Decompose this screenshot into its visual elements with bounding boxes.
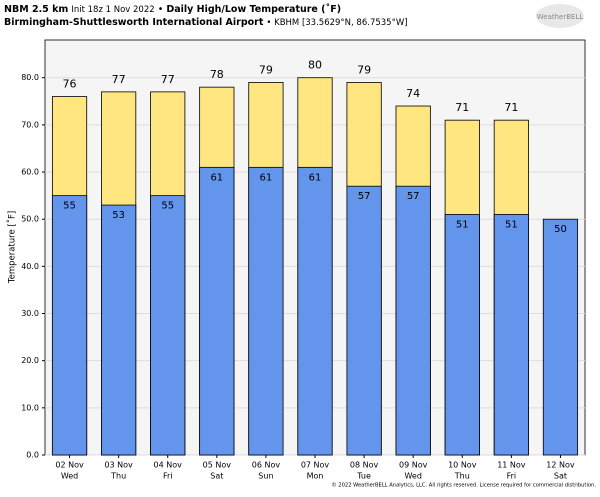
x-tick-weekday: Mon: [307, 472, 324, 481]
x-tick-weekday: Thu: [454, 472, 470, 481]
bar: [542, 218, 579, 456]
y-tick-label: 40.0: [21, 262, 39, 271]
x-tick-label: 07 Nov: [301, 461, 330, 470]
y-tick-label: 80.0: [21, 73, 39, 82]
value-label: 61: [260, 172, 273, 183]
value-label: 51: [456, 219, 469, 230]
station: • KBHM [33.5629°N, 86.7535°W]: [266, 18, 407, 28]
y-axis-label: Temperature [˚F]: [7, 211, 18, 284]
y-tick-label: 30.0: [21, 309, 39, 318]
x-tick-weekday: Wed: [61, 472, 78, 481]
x-tick-label: 12 Nov: [546, 461, 575, 470]
value-label: 77: [161, 73, 175, 86]
value-label: 80: [308, 59, 322, 72]
logo-mark: [536, 4, 584, 28]
value-label: 50: [554, 224, 567, 235]
value-label: 57: [358, 191, 371, 202]
bar: [199, 166, 235, 456]
value-label: 79: [259, 63, 273, 76]
bar: [346, 185, 382, 456]
separator: •: [158, 4, 164, 15]
x-tick-weekday: Sat: [554, 472, 567, 481]
bar: [493, 214, 529, 456]
bar: [51, 195, 88, 456]
x-tick-label: 11 Nov: [497, 461, 526, 470]
logo: WeatherBELL: [537, 13, 584, 21]
x-tick-label: 09 Nov: [399, 461, 428, 470]
value-label: 51: [505, 219, 518, 230]
init: Init 18z 1 Nov 2022: [71, 5, 154, 15]
value-label: 77: [112, 73, 126, 86]
x-tick-weekday: Thu: [110, 472, 126, 481]
x-tick-label: 04 Nov: [154, 461, 183, 470]
x-tick-label: 06 Nov: [252, 461, 281, 470]
y-tick-label: 10.0: [21, 403, 39, 412]
x-tick-weekday: Sun: [258, 472, 273, 481]
x-tick-label: 03 Nov: [104, 461, 133, 470]
bar: [248, 166, 284, 456]
value-label: 79: [357, 63, 371, 76]
y-tick-label: 0.0: [26, 451, 39, 460]
x-tick-label: 05 Nov: [203, 461, 232, 470]
bar: [297, 166, 333, 456]
value-label: 57: [407, 191, 420, 202]
value-label: 55: [161, 201, 174, 212]
y-tick-label: 70.0: [21, 120, 39, 129]
model: NBM 2.5 km: [4, 4, 68, 15]
value-label: 74: [406, 87, 420, 100]
x-tick-label: 10 Nov: [448, 461, 477, 470]
y-tick-label: 50.0: [21, 215, 39, 224]
x-tick-weekday: Wed: [404, 472, 421, 481]
value-label: 55: [63, 201, 76, 212]
value-label: 71: [504, 101, 518, 114]
x-tick-label: 02 Nov: [55, 461, 84, 470]
x-tick-weekday: Fri: [507, 472, 517, 481]
y-tick-label: 20.0: [21, 356, 39, 365]
x-tick-label: 08 Nov: [350, 461, 379, 470]
x-tick-weekday: Fri: [163, 472, 173, 481]
location: Birmingham-Shuttlesworth International A…: [4, 17, 264, 28]
bar: [444, 214, 480, 456]
bar: [101, 204, 137, 456]
value-label: 76: [63, 78, 77, 91]
chart-title: NBM 2.5 km Init 18z 1 Nov 2022 • Daily H…: [4, 4, 341, 15]
x-tick-weekday: Tue: [356, 472, 371, 481]
y-tick-label: 60.0: [21, 168, 39, 177]
chart-subtitle: Birmingham-Shuttlesworth International A…: [4, 17, 408, 28]
bar: [150, 195, 186, 456]
value-label: 53: [112, 210, 125, 221]
bar: [395, 185, 431, 456]
footer: © 2022 WeatherBELL Analytics, LLC. All r…: [331, 482, 596, 489]
value-label: 78: [210, 68, 224, 81]
product: Daily High/Low Temperature (˚F): [166, 4, 341, 15]
x-tick-weekday: Sat: [210, 472, 223, 481]
value-label: 71: [455, 101, 469, 114]
value-label: 61: [210, 172, 223, 183]
value-label: 61: [309, 172, 322, 183]
